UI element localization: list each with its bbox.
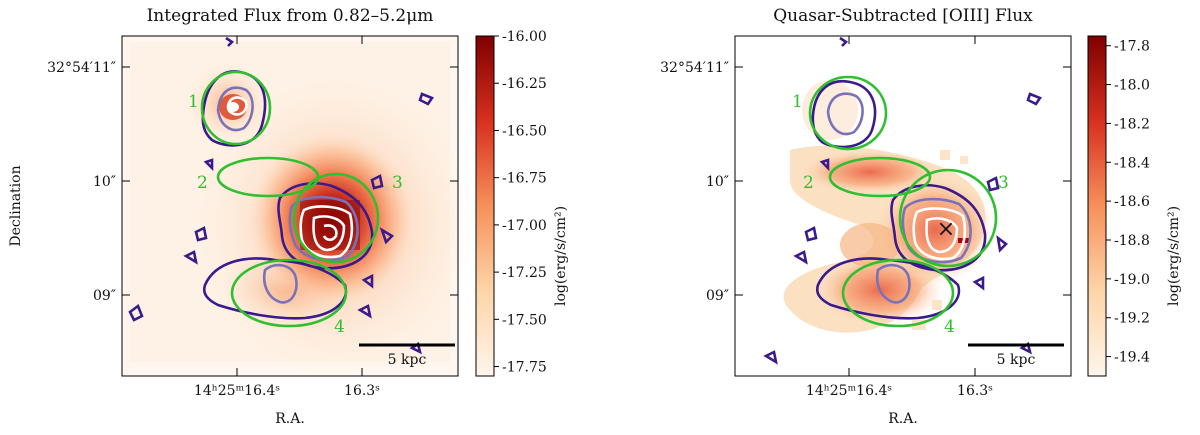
right-ytick-2: 09″ — [706, 288, 729, 304]
right-panel-title: Quasar-Subtracted [OIII] Flux — [773, 6, 1033, 26]
left-ytick-0: 32°54′11″ — [47, 60, 116, 76]
left-region-4 — [230, 258, 348, 328]
right-scalebar-label: 5 kpc — [997, 352, 1036, 368]
colorbar-tick-label: -16.50 — [502, 123, 547, 139]
right-colorbar-ticks: -17.8 -18.0 -18.2 -18.4 -18.6 -18.8 -19.0 -19.2… — [1106, 39, 1150, 366]
left-ytick-2: 09″ — [93, 288, 116, 304]
right-region-1 — [808, 75, 888, 151]
left-region-ellipses — [200, 70, 380, 328]
left-xtick-0: 14ʰ25ᵐ16.4ˢ — [194, 383, 280, 399]
right-xlabel: R.A. — [888, 411, 918, 427]
left-ytick-1: 10″ — [93, 174, 116, 190]
colorbar-tick-label: -18.0 — [1114, 78, 1150, 94]
left-scalebar-label: 5 kpc — [388, 352, 427, 368]
right-ytick-0: 32°54′11″ — [660, 60, 729, 76]
colorbar-tick-label: -17.75 — [502, 360, 547, 376]
colorbar-tick-label: -16.75 — [502, 171, 547, 187]
left-ylabel: Declination — [8, 165, 24, 246]
left-ticks — [122, 36, 458, 376]
left-xtick-1: 16.3ˢ — [344, 383, 380, 399]
right-ticks — [735, 36, 1071, 376]
right-region-3 — [898, 168, 998, 268]
left-panel-title: Integrated Flux from 0.82–5.2μm — [147, 6, 434, 26]
right-region-2 — [828, 156, 932, 198]
right-region-2-label: 2 — [803, 173, 814, 193]
colorbar-tick-label: -19.4 — [1114, 350, 1150, 366]
right-colorbar — [1087, 35, 1107, 377]
left-contours — [128, 36, 434, 355]
right-region-4-label: 4 — [944, 317, 955, 337]
right-region-ellipses — [808, 75, 998, 328]
colorbar-tick-label: -17.25 — [502, 265, 547, 281]
left-region-4-label: 4 — [334, 317, 345, 337]
left-region-2-label: 2 — [197, 173, 208, 193]
colorbar-tick-label: -18.2 — [1114, 116, 1150, 132]
right-colorbar-label: log(erg/s/cm²) — [1166, 206, 1182, 306]
quasar-marker: × — [937, 217, 955, 242]
colorbar-tick-label: -16.00 — [502, 29, 547, 45]
colorbar-tick-label: -17.8 — [1114, 39, 1150, 55]
left-axes-frame — [121, 35, 459, 377]
left-region-1 — [200, 70, 272, 146]
right-axes-frame — [734, 35, 1072, 377]
colorbar-tick-label: -17.00 — [502, 218, 547, 234]
colorbar-tick-label: -19.0 — [1114, 272, 1150, 288]
right-region-4 — [841, 258, 955, 328]
left-panel: Integrated Flux from 0.82–5.2μm — [8, 6, 569, 427]
colorbar-tick-label: -18.6 — [1114, 194, 1150, 210]
colorbar-tick-label: -18.4 — [1114, 155, 1150, 171]
colorbar-tick-label: -17.50 — [502, 312, 547, 328]
left-colorbar-ticks: -16.00 -16.25 -16.50 -16.75 -17.00 -17.25 -17.… — [494, 29, 547, 376]
right-region-3-label: 3 — [998, 173, 1009, 193]
left-colorbar-label: log(erg/s/cm²) — [553, 206, 569, 306]
right-region-1-label: 1 — [792, 92, 803, 112]
left-region-3 — [292, 172, 380, 264]
colorbar-tick-label: -18.8 — [1114, 233, 1150, 249]
right-xtick-1: 16.3ˢ — [957, 383, 993, 399]
right-panel: Quasar-Subtracted [OIII] Flux — [660, 6, 1182, 427]
left-region-3-label: 3 — [392, 173, 403, 193]
left-xlabel: R.A. — [275, 411, 305, 427]
colorbar-tick-label: -16.25 — [502, 76, 547, 92]
colorbar-tick-label: -19.2 — [1114, 311, 1150, 327]
left-colorbar — [475, 35, 495, 377]
left-region-1-label: 1 — [188, 92, 199, 112]
right-xtick-0: 14ʰ25ᵐ16.4ˢ — [806, 383, 892, 399]
right-ytick-1: 10″ — [706, 174, 729, 190]
